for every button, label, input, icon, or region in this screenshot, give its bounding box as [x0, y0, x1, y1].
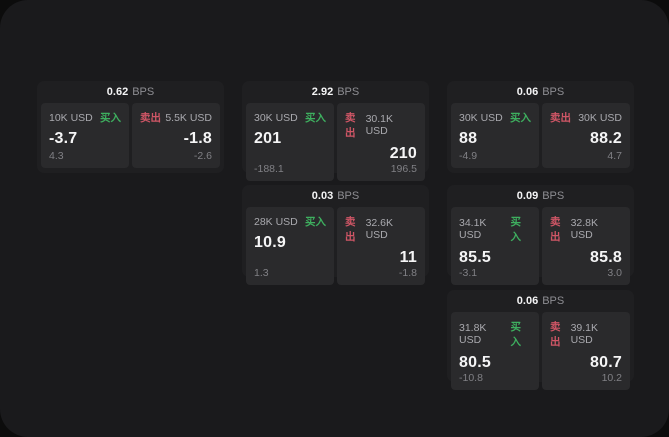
buy-tag: 买入	[510, 321, 521, 348]
buy-quote-panel[interactable]: 10K USD 买入 -3.7 4.3	[41, 103, 129, 168]
buy-tag: 买入	[305, 112, 326, 124]
sell-price: 11	[399, 249, 417, 266]
sell-sub-value: 4.7	[607, 150, 622, 162]
quote-card: 0.09 BPS 34.1K USD 买入 85.5 -3.1 卖出 32.8K…	[447, 185, 634, 285]
bps-unit: BPS	[132, 86, 155, 98]
bps-header: 0.62 BPS	[37, 81, 224, 103]
quote-card: 0.62 BPS 10K USD 买入 -3.7 4.3 卖出 5.5K USD…	[37, 81, 224, 173]
sell-price: 88.2	[590, 130, 622, 147]
buy-price: 85.5	[459, 249, 491, 266]
sell-quote-panel[interactable]: 卖出 32.8K USD 85.8 3.0	[542, 207, 630, 285]
buy-price: 201	[254, 130, 282, 147]
buy-amount: 30K USD	[254, 111, 298, 124]
buy-sub-value: 4.3	[49, 150, 64, 162]
buy-quote-panel[interactable]: 30K USD 买入 201 -188.1	[246, 103, 334, 181]
buy-tag: 买入	[510, 216, 521, 243]
quote-card: 0.06 BPS 31.8K USD 买入 80.5 -10.8 卖出 39.1…	[447, 290, 634, 390]
quote-card: 2.92 BPS 30K USD 买入 201 -188.1 卖出 30.1K …	[242, 81, 429, 181]
sell-quote-panel[interactable]: 卖出 39.1K USD 80.7 10.2	[542, 312, 630, 390]
sell-tag: 卖出	[550, 216, 561, 243]
sell-price: 85.8	[590, 249, 622, 266]
bps-unit: BPS	[542, 295, 565, 307]
buy-quote-panel[interactable]: 28K USD 买入 10.9 1.3	[246, 207, 334, 285]
sell-price: 80.7	[590, 354, 622, 371]
bps-unit: BPS	[542, 190, 565, 202]
buy-sub-value: -3.1	[459, 267, 478, 279]
sell-sub-value: 10.2	[601, 372, 622, 384]
bps-unit: BPS	[337, 190, 360, 202]
buy-amount: 31.8K USD	[459, 322, 487, 346]
sell-amount: 39.1K USD	[570, 322, 599, 346]
sell-amount: 32.8K USD	[570, 217, 599, 241]
bps-unit: BPS	[337, 86, 360, 98]
quote-card: 0.03 BPS 28K USD 买入 10.9 1.3 卖出 32.6K US…	[242, 185, 429, 285]
sell-amount: 32.6K USD	[365, 217, 394, 241]
buy-price: -3.7	[49, 130, 78, 147]
sell-tag: 卖出	[140, 112, 161, 124]
buy-quote-panel[interactable]: 34.1K USD 买入 85.5 -3.1	[451, 207, 539, 285]
sell-amount: 30.1K USD	[365, 113, 394, 137]
buy-quote-panel[interactable]: 31.8K USD 买入 80.5 -10.8	[451, 312, 539, 390]
buy-amount: 30K USD	[459, 111, 503, 124]
buy-amount: 10K USD	[49, 111, 93, 124]
bps-header: 0.06 BPS	[447, 290, 634, 312]
sell-sub-value: -2.6	[193, 150, 212, 162]
sell-quote-panel[interactable]: 卖出 5.5K USD -1.8 -2.6	[132, 103, 220, 168]
bps-value: 0.03	[311, 190, 334, 202]
buy-price: 88	[459, 130, 478, 147]
sell-quote-panel[interactable]: 卖出 32.6K USD 11 -1.8	[337, 207, 425, 285]
buy-sub-value: -188.1	[254, 163, 284, 175]
buy-tag: 买入	[305, 216, 326, 228]
buy-tag: 买入	[100, 112, 121, 124]
sell-price: -1.8	[183, 130, 212, 147]
sell-sub-value: -1.8	[398, 267, 417, 279]
bps-value: 0.06	[516, 295, 539, 307]
buy-sub-value: -10.8	[459, 372, 483, 384]
buy-quote-panel[interactable]: 30K USD 买入 88 -4.9	[451, 103, 539, 168]
buy-sub-value: -4.9	[459, 150, 478, 162]
quote-card: 0.06 BPS 30K USD 买入 88 -4.9 卖出 30K USD 8…	[447, 81, 634, 173]
bps-unit: BPS	[542, 86, 565, 98]
sell-amount: 5.5K USD	[165, 111, 212, 124]
bps-header: 0.09 BPS	[447, 185, 634, 207]
buy-sub-value: 1.3	[254, 267, 269, 279]
sell-quote-panel[interactable]: 卖出 30.1K USD 210 196.5	[337, 103, 425, 181]
sell-amount: 30K USD	[578, 111, 622, 124]
buy-tag: 买入	[510, 112, 531, 124]
sell-sub-value: 196.5	[390, 163, 417, 175]
sell-price: 210	[389, 145, 417, 162]
sell-sub-value: 3.0	[607, 267, 622, 279]
bps-value: 0.62	[106, 86, 129, 98]
sell-tag: 卖出	[550, 321, 561, 348]
sell-tag: 卖出	[345, 112, 356, 139]
bps-header: 2.92 BPS	[242, 81, 429, 103]
bps-value: 0.06	[516, 86, 539, 98]
buy-price: 80.5	[459, 354, 491, 371]
buy-price: 10.9	[254, 234, 286, 251]
sell-quote-panel[interactable]: 卖出 30K USD 88.2 4.7	[542, 103, 630, 168]
bps-value: 2.92	[311, 86, 334, 98]
bps-value: 0.09	[516, 190, 539, 202]
buy-amount: 34.1K USD	[459, 217, 487, 241]
bps-header: 0.06 BPS	[447, 81, 634, 103]
buy-amount: 28K USD	[254, 215, 298, 228]
bps-header: 0.03 BPS	[242, 185, 429, 207]
sell-tag: 卖出	[550, 112, 571, 124]
sell-tag: 卖出	[345, 216, 356, 243]
